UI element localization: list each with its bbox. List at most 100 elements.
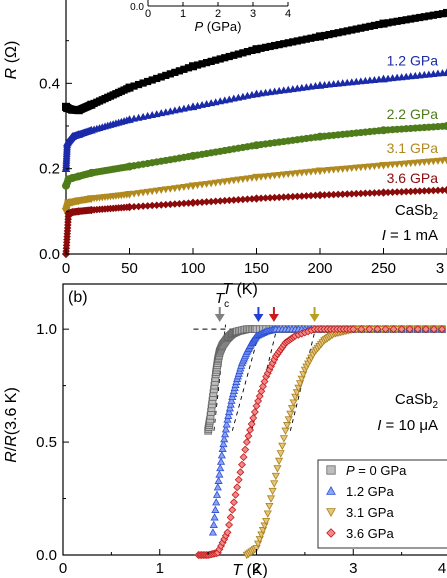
data-point (220, 178, 229, 186)
x-tick-label: 150 (244, 260, 269, 277)
data-point (379, 74, 388, 83)
data-point (152, 187, 161, 195)
data-point (442, 8, 447, 17)
y-tick-label: 0.4 (39, 75, 60, 92)
data-point (329, 166, 338, 174)
x-tick-label: 0 (59, 560, 67, 577)
data-point (184, 183, 193, 191)
data-point (68, 132, 77, 140)
legend-label: P = 0 GPa (346, 463, 407, 478)
data-point (234, 176, 243, 184)
data-point (420, 159, 429, 166)
series-2-2-gpa: 2.2 GPa (62, 106, 447, 190)
data-point (297, 169, 306, 177)
inset-y-tick-label: 0.0 (130, 2, 144, 13)
data-point (274, 457, 284, 466)
panel-a-annotation-current: I = 1 mA (382, 227, 438, 244)
data-point (198, 181, 206, 189)
data-point (379, 126, 388, 135)
data-point (227, 396, 236, 404)
data-point (125, 115, 134, 123)
data-point (207, 180, 216, 188)
data-point (215, 470, 224, 478)
panel-b-series-group (194, 324, 447, 560)
data-point (87, 205, 96, 215)
data-point (429, 325, 438, 334)
data-point (397, 325, 406, 334)
data-point (143, 188, 152, 196)
data-point (429, 158, 438, 166)
data-point (261, 173, 270, 181)
data-point (216, 179, 225, 187)
data-point (421, 325, 430, 334)
data-point (315, 190, 325, 200)
data-point (74, 197, 83, 206)
x-tick-label: 100 (180, 260, 205, 277)
panel-a-y-axis-label: R (Ω) (3, 41, 20, 80)
data-point (266, 495, 276, 503)
data-point (338, 165, 347, 173)
legend-marker (326, 528, 336, 538)
data-point (365, 325, 374, 334)
data-point (148, 188, 157, 196)
data-point (366, 163, 374, 171)
data-point (424, 158, 433, 166)
data-point (262, 518, 271, 526)
data-point (370, 163, 379, 171)
data-point (214, 476, 223, 484)
data-point (249, 414, 258, 422)
data-point (209, 520, 218, 529)
data-point (434, 157, 442, 165)
inset-x-tick-label: 4 (285, 8, 291, 20)
y-tick-label: 1.0 (36, 321, 57, 338)
data-point (381, 325, 390, 334)
series-3-6-gpa (194, 325, 446, 559)
data-point (225, 520, 234, 529)
data-point (134, 190, 143, 198)
data-point (284, 416, 293, 424)
x-tick-label: 50 (121, 260, 138, 277)
tc-arrow-head (309, 314, 320, 322)
data-point (222, 420, 231, 428)
data-point (252, 45, 261, 54)
data-point (234, 475, 243, 484)
data-point (325, 167, 333, 175)
data-point (379, 19, 388, 28)
data-point (437, 325, 446, 334)
x-tick-label: 250 (371, 260, 396, 277)
panel-b-y-axis-label: R/R(3.6 K) (3, 387, 20, 463)
data-point (125, 190, 134, 199)
data-point (139, 189, 147, 197)
data-point (170, 185, 179, 193)
data-point (288, 170, 297, 178)
panel-b-x-axis-label: T (K) (232, 562, 268, 578)
inset-x-tick-label: 2 (215, 8, 221, 20)
data-point (188, 198, 198, 207)
data-point (397, 160, 406, 168)
tc-label: Tc (215, 290, 229, 310)
data-point (343, 165, 352, 173)
data-point (254, 397, 263, 406)
inset-x-tick-label: 1 (180, 8, 186, 20)
data-point (307, 168, 315, 176)
data-point (252, 141, 261, 150)
data-point (388, 161, 397, 169)
data-point (247, 420, 256, 428)
data-point (415, 159, 424, 167)
panel-b-arrows-group (214, 307, 320, 322)
data-point (208, 528, 218, 536)
data-point (212, 498, 221, 506)
data-point (225, 407, 234, 416)
panel-b-frame (62, 283, 447, 556)
data-point (315, 167, 325, 176)
data-point (379, 188, 388, 197)
legend-item: 3.1 GPa (326, 505, 394, 520)
data-point (393, 161, 401, 169)
data-point (223, 415, 232, 423)
inset-x-tick-label: 3 (250, 8, 256, 20)
data-point (216, 457, 226, 465)
data-point (352, 164, 361, 172)
data-point (311, 168, 320, 176)
x-tick-label: 3 (349, 560, 357, 577)
